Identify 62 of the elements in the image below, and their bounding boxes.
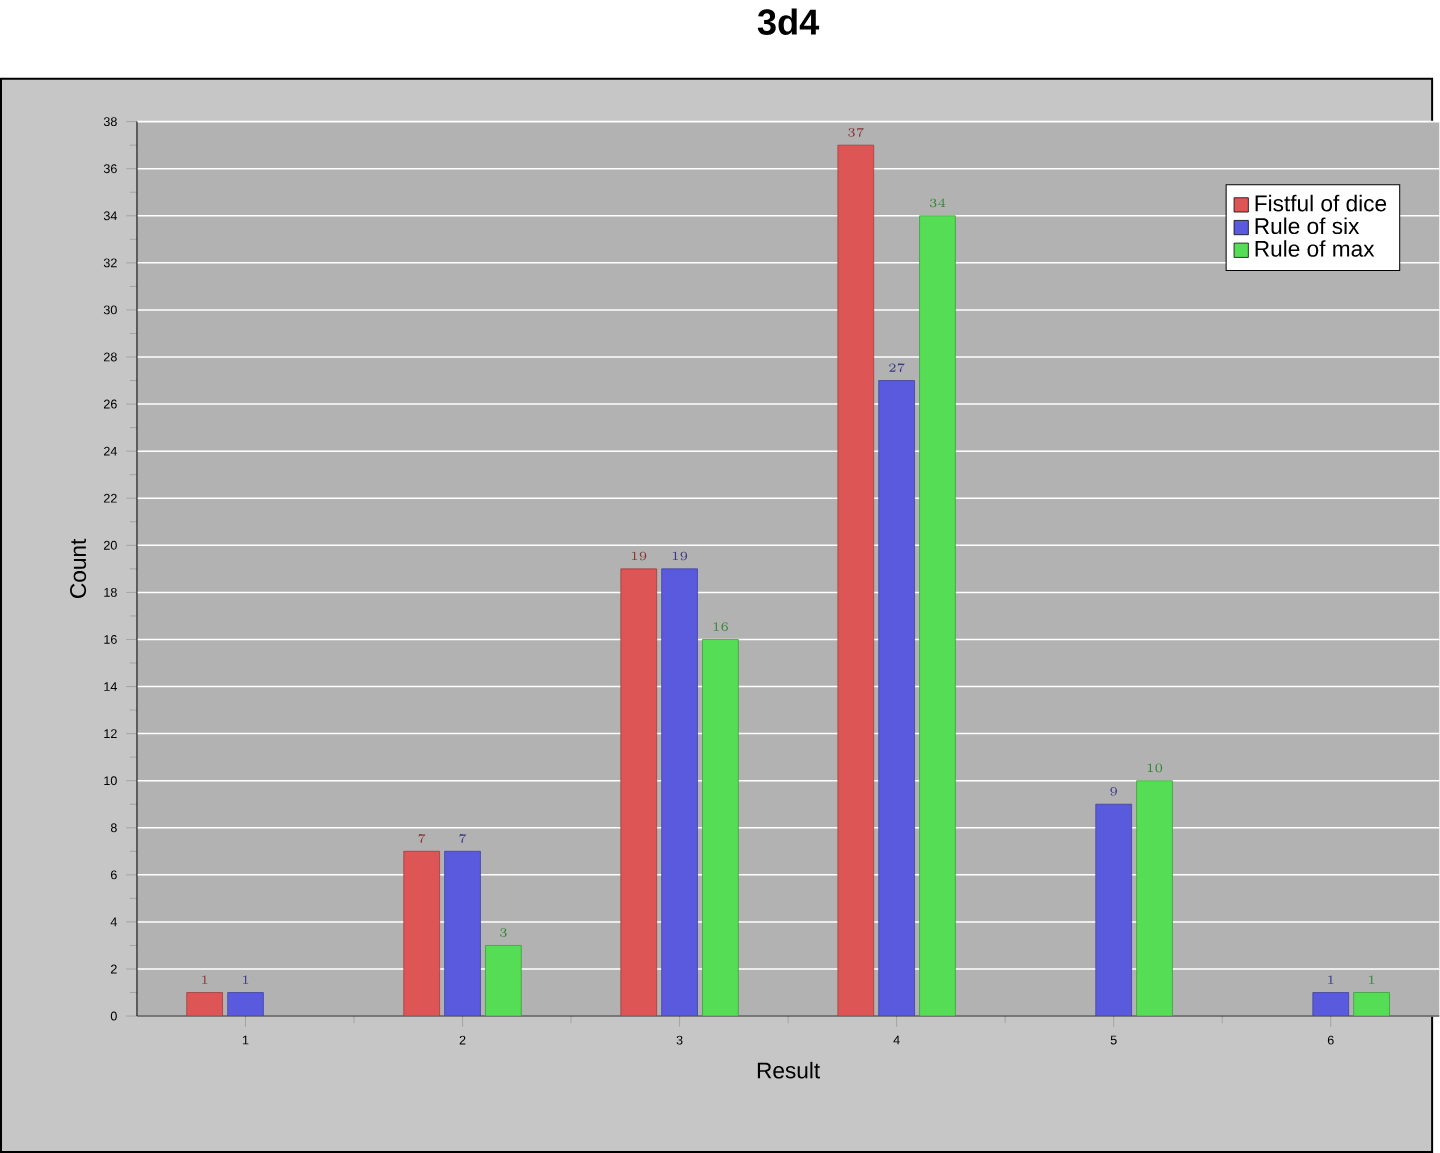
bar (702, 639, 739, 1017)
chart-title: 3d4 (757, 8, 820, 35)
bar (620, 568, 658, 1017)
data-label: 37 (848, 127, 864, 137)
y-tick-label: 34 (103, 211, 117, 221)
bar (837, 144, 875, 1017)
bar (878, 380, 915, 1017)
data-label: 34 (929, 198, 946, 208)
y-tick-label: 26 (103, 399, 117, 409)
data-label: 19 (672, 551, 688, 561)
bar (444, 850, 481, 1017)
y-tick-label: 30 (103, 305, 117, 315)
x-tick-label: 2 (459, 1035, 466, 1045)
bar (1136, 780, 1173, 1017)
y-tick-label: 12 (104, 729, 117, 738)
y-tick-label: 14 (104, 682, 117, 691)
y-tick-label: 18 (104, 587, 117, 597)
data-label: 19 (632, 551, 647, 561)
y-tick-label: 0 (110, 1011, 117, 1021)
y-tick-label: 6 (110, 870, 117, 880)
data-label: 27 (889, 363, 905, 373)
bar (919, 215, 956, 1017)
y-axis-title: Count (70, 538, 87, 598)
bar (186, 992, 223, 1017)
legend-label: Rule of max (1255, 240, 1375, 257)
data-label: 1 (1328, 975, 1334, 984)
x-tick-label: 6 (1327, 1035, 1334, 1045)
data-label: 1 (1369, 975, 1375, 984)
legend-label: Rule of six (1255, 217, 1360, 235)
bar (403, 850, 440, 1017)
x-tick-label: 5 (1110, 1035, 1117, 1045)
bar (661, 568, 698, 1017)
bar (227, 992, 264, 1017)
data-label: 7 (418, 834, 426, 843)
y-tick-label: 8 (110, 823, 117, 833)
y-tick-label: 38 (103, 117, 117, 127)
x-tick-label: 4 (893, 1035, 900, 1045)
data-label: 16 (713, 622, 728, 631)
x-tick-label: 1 (242, 1035, 249, 1045)
y-tick-label: 22 (103, 493, 117, 503)
y-tick-label: 4 (110, 917, 117, 927)
y-tick-label: 24 (103, 446, 117, 456)
bar (485, 945, 522, 1017)
data-label: 10 (1147, 763, 1163, 773)
data-label: 1 (243, 975, 249, 984)
x-tick-label: 3 (676, 1035, 683, 1045)
bar (1353, 992, 1390, 1017)
data-label: 1 (202, 975, 208, 984)
y-tick-label: 36 (103, 164, 117, 174)
y-tick-label: 16 (104, 634, 117, 644)
data-label: 3 (500, 928, 507, 937)
y-tick-label: 2 (110, 964, 117, 974)
y-tick-label: 10 (104, 776, 117, 786)
bar (1095, 803, 1132, 1017)
x-axis-title: Result (757, 1061, 820, 1079)
bar (1312, 992, 1350, 1017)
y-tick-label: 32 (103, 258, 117, 268)
data-label: 9 (1110, 787, 1117, 796)
data-label: 7 (459, 834, 467, 843)
y-tick-label: 28 (103, 352, 117, 362)
legend-label: Fistful of dice (1255, 194, 1387, 212)
y-tick-label: 20 (103, 540, 117, 550)
